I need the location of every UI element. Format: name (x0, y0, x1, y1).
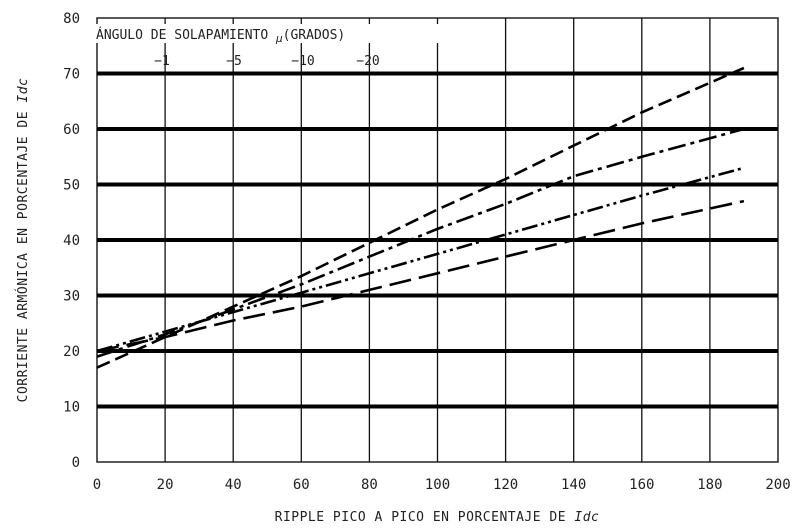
x-tick-label: 140 (561, 477, 586, 493)
series-lines (96, 66, 745, 369)
y-tick-label: 10 (63, 400, 80, 416)
y-axis-title: CORRIENTE ARMÓNICA EN PORCENTAJE DE Idc (15, 78, 31, 403)
x-tick-label: 60 (293, 477, 310, 493)
y-tick-label: 80 (63, 11, 80, 27)
legend-label: −20 (356, 54, 379, 69)
legend-label: −1 (154, 54, 170, 69)
y-tick-labels: 0 10 20 30 40 50 60 70 80 (63, 11, 80, 471)
legend-label: −5 (226, 54, 242, 69)
y-tick-label: 0 (72, 455, 80, 471)
x-tick-labels: 0 20 40 60 80 100 120 140 160 180 200 (93, 477, 791, 493)
grid-lines (97, 18, 778, 462)
x-axis-title: RIPPLE PICO A PICO EN PORCENTAJE DE Idc (275, 510, 600, 525)
x-tick-label: 160 (629, 477, 654, 493)
legend-label: −10 (291, 54, 314, 69)
legend-title: ÁNGULO DE SOLAPAMIENTO μ(GRADOS) (96, 27, 345, 45)
series-line (96, 199, 745, 353)
y-tick-label: 50 (63, 178, 80, 194)
y-tick-label: 60 (63, 122, 80, 138)
x-tick-label: 100 (425, 477, 450, 493)
x-tick-label: 180 (697, 477, 722, 493)
series-line (96, 166, 745, 353)
x-tick-label: 0 (93, 477, 101, 493)
legend: ÁNGULO DE SOLAPAMIENTO μ(GRADOS) −1 −5 −… (95, 24, 443, 69)
x-tick-label: 120 (493, 477, 518, 493)
y-tick-label: 40 (63, 233, 80, 249)
x-tick-label: 80 (361, 477, 378, 493)
x-tick-label: 20 (157, 477, 174, 493)
y-tick-label: 70 (63, 67, 80, 83)
y-tick-label: 20 (63, 344, 80, 360)
x-tick-label: 40 (225, 477, 242, 493)
y-tick-label: 30 (63, 289, 80, 305)
x-tick-label: 200 (765, 477, 790, 493)
